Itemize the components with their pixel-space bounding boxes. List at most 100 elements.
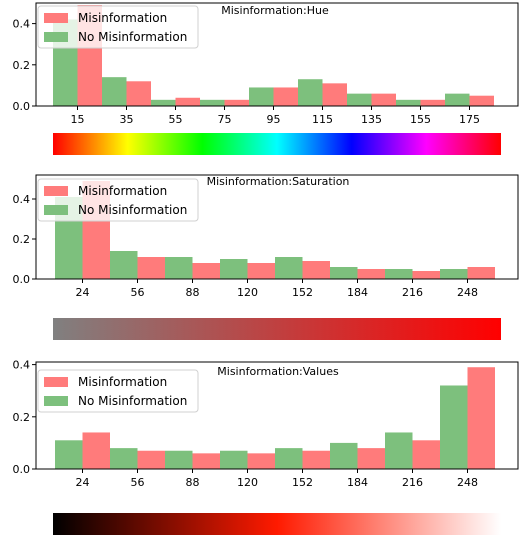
bar-misinformation: [322, 83, 347, 106]
y-tick-label: 0.0: [13, 463, 31, 476]
x-tick-label: 120: [237, 476, 258, 489]
x-tick-label: 184: [347, 476, 368, 489]
bar-misinformation: [175, 97, 200, 106]
bar-no-misinformation: [275, 448, 303, 469]
legend-swatch-misinformation: [44, 377, 68, 387]
bar-no-misinformation: [151, 99, 176, 106]
x-tick-label: 115: [312, 113, 333, 126]
x-tick-label: 175: [459, 113, 480, 126]
bar-misinformation: [192, 453, 220, 469]
bar-no-misinformation: [330, 267, 358, 279]
legend-swatch-no-misinformation: [44, 396, 68, 406]
x-tick-label: 95: [267, 113, 281, 126]
bar-no-misinformation: [249, 87, 274, 106]
bar-misinformation: [82, 432, 110, 469]
bar-misinformation: [137, 257, 165, 279]
x-tick-label: 135: [361, 113, 382, 126]
bar-misinformation: [357, 269, 385, 279]
x-tick-label: 216: [402, 476, 423, 489]
bar-no-misinformation: [396, 99, 421, 106]
y-tick-label: 0.2: [13, 233, 31, 246]
y-tick-label: 0.4: [13, 359, 31, 372]
chart-panel-1: 0.0 0.2 0.4 15 35 55 75 95 115 135 155 175 Misinform…: [13, 2, 519, 155]
y-tick-label: 0.0: [13, 100, 31, 113]
bar-no-misinformation: [385, 432, 413, 469]
bar-no-misinformation: [385, 269, 413, 279]
x-tick-label: 88: [186, 476, 200, 489]
x-tick-label: 248: [457, 476, 478, 489]
bar-misinformation: [273, 87, 298, 106]
bar-no-misinformation: [440, 385, 468, 469]
bar-misinformation: [302, 261, 330, 279]
legend-swatch-misinformation: [44, 13, 68, 23]
bar-misinformation: [412, 271, 440, 279]
bar-no-misinformation: [298, 79, 323, 106]
legend-box: [37, 369, 199, 413]
plot-frame: [35, 2, 519, 107]
bar-misinformation: [137, 450, 165, 469]
bar-no-misinformation: [110, 448, 138, 469]
x-tick-label: 155: [410, 113, 431, 126]
x-tick-label: 15: [71, 113, 85, 126]
legend-label-no-misinformation: No Misinformation: [78, 30, 187, 44]
bar-misinformation: [192, 263, 220, 279]
chart-title: Misinformation:Values: [217, 365, 339, 378]
y-tick-label: 0.0: [13, 273, 31, 286]
bar-no-misinformation: [110, 251, 138, 279]
bar-misinformation: [420, 99, 445, 106]
bar-no-misinformation: [330, 442, 358, 469]
legend-label-misinformation: Misinformation: [78, 184, 167, 198]
chart-title: Misinformation:Hue: [221, 4, 329, 17]
bar-misinformation: [467, 367, 495, 469]
legend: Misinformation No Misinformation: [37, 5, 199, 49]
legend-label-misinformation: Misinformation: [78, 375, 167, 389]
x-tick-label: 75: [218, 113, 232, 126]
bar-misinformation: [412, 440, 440, 469]
legend-swatch-misinformation: [44, 186, 68, 196]
x-tick-label: 24: [76, 286, 90, 299]
x-tick-label: 184: [347, 286, 368, 299]
bar-no-misinformation: [200, 99, 225, 106]
legend-swatch-no-misinformation: [44, 32, 68, 42]
bar-misinformation: [302, 450, 330, 469]
bar-no-misinformation: [275, 257, 303, 279]
legend-label-no-misinformation: No Misinformation: [78, 394, 187, 408]
chart-panel-2: 0.0 0.2 0.4 24 56 88 120 152 184 216 248 Misinforma…: [13, 174, 519, 340]
legend-label-no-misinformation: No Misinformation: [78, 203, 187, 217]
x-tick-label: 88: [186, 286, 200, 299]
y-tick-label: 0.2: [13, 411, 31, 424]
bar-no-misinformation: [165, 450, 193, 469]
legend-swatch-no-misinformation: [44, 205, 68, 215]
bar-misinformation: [467, 267, 495, 279]
colorbar-saturation: [53, 318, 501, 340]
bar-misinformation: [224, 99, 249, 106]
colorbar-value: [53, 513, 501, 535]
x-tick-label: 248: [457, 286, 478, 299]
x-tick-label: 152: [292, 476, 313, 489]
x-tick-label: 152: [292, 286, 313, 299]
chart-title: Misinformation:Saturation: [207, 175, 350, 188]
bar-no-misinformation: [220, 259, 248, 279]
bar-no-misinformation: [440, 269, 468, 279]
bar-misinformation: [357, 448, 385, 469]
x-tick-label: 55: [169, 113, 183, 126]
legend-box: [37, 178, 199, 222]
x-tick-label: 24: [76, 476, 90, 489]
bar-misinformation: [371, 93, 396, 106]
legend-box: [37, 5, 199, 49]
plot-frame: [35, 361, 519, 470]
bar-no-misinformation: [445, 93, 470, 106]
bar-no-misinformation: [55, 440, 83, 469]
bar-no-misinformation: [102, 77, 127, 106]
legend: Misinformation No Misinformation: [37, 369, 199, 413]
chart-panel-3: 0.0 0.2 0.4 24 56 88 120 152 184 216 248 Misinforma…: [13, 359, 519, 535]
y-tick-label: 0.2: [13, 59, 31, 72]
x-tick-label: 35: [120, 113, 134, 126]
bar-misinformation: [469, 95, 494, 106]
x-tick-label: 216: [402, 286, 423, 299]
y-tick-label: 0.4: [13, 18, 31, 31]
colorbar-hue: [53, 133, 501, 155]
x-tick-label: 56: [131, 286, 145, 299]
bar-misinformation: [247, 263, 275, 279]
